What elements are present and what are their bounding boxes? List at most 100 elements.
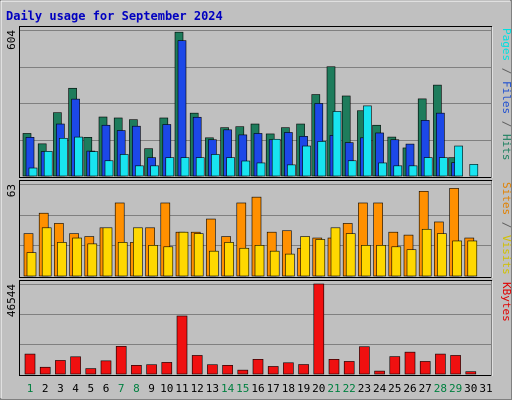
day-label-31: 31 (479, 382, 492, 395)
bar-sites-day-10 (163, 246, 174, 277)
bar-sites-day-16 (254, 245, 265, 277)
bar-pages-day-22 (347, 160, 357, 177)
day-label-13: 13 (206, 382, 219, 395)
bar-sites-day-20 (315, 239, 326, 277)
bar-pages-day-1 (28, 167, 38, 177)
day-label-9: 9 (148, 382, 155, 395)
bar-files-day-11 (177, 40, 187, 177)
bar-kbytes-day-3 (55, 360, 66, 375)
day-label-18: 18 (282, 382, 295, 395)
bar-kbytes-day-27 (419, 361, 431, 375)
bar-sites-day-14 (224, 242, 234, 277)
axis-label-sites-visits: Sites / Visits (500, 182, 512, 275)
bar-sites-day-11 (178, 231, 189, 277)
day-label-30: 30 (464, 382, 477, 395)
bar-kbytes-day-1 (24, 353, 36, 375)
day-label-16: 16 (251, 382, 264, 395)
axis-label-part: / (500, 61, 512, 81)
bar-pages-day-30 (469, 164, 479, 177)
bar-kbytes-day-24 (374, 370, 385, 375)
bar-kbytes-day-23 (359, 346, 370, 375)
bar-kbytes-day-15 (237, 369, 249, 375)
ymax-label-kbytes: 46544 (5, 284, 18, 317)
bar-pages-day-17 (271, 138, 281, 177)
day-label-22: 22 (343, 382, 356, 395)
bar-kbytes-day-30 (465, 371, 477, 375)
bar-kbytes-day-11 (176, 315, 188, 375)
bar-kbytes-day-13 (207, 364, 218, 375)
bar-kbytes-day-10 (161, 362, 173, 375)
day-label-17: 17 (267, 382, 280, 395)
bar-sites-day-19 (300, 236, 310, 277)
bar-sites-day-2 (41, 227, 52, 277)
bar-kbytes-day-6 (100, 360, 112, 375)
day-label-8: 8 (133, 382, 140, 395)
bar-pages-day-14 (226, 157, 235, 177)
day-label-25: 25 (388, 382, 401, 395)
axis-label-part: Sites (500, 182, 512, 215)
bar-kbytes-day-20 (313, 283, 325, 375)
bar-sites-day-1 (26, 252, 37, 277)
bar-kbytes-day-22 (343, 361, 355, 375)
day-label-11: 11 (175, 382, 188, 395)
bar-kbytes-day-21 (328, 359, 340, 375)
bar-pages-day-20 (317, 141, 327, 177)
bar-kbytes-day-17 (267, 366, 279, 375)
day-label-4: 4 (72, 382, 79, 395)
day-label-27: 27 (419, 382, 432, 395)
bar-pages-day-18 (287, 164, 296, 177)
bar-kbytes-day-5 (85, 368, 97, 375)
axis-label-part: Visits (500, 235, 512, 275)
bar-kbytes-day-14 (222, 364, 233, 375)
bar-pages-day-16 (256, 162, 266, 177)
bar-sites-day-7 (117, 242, 128, 277)
day-label-23: 23 (358, 382, 371, 395)
bar-kbytes-day-28 (435, 353, 446, 375)
bar-kbytes-day-26 (404, 351, 416, 375)
bar-sites-day-4 (72, 237, 82, 277)
bar-pages-day-15 (241, 160, 251, 177)
day-label-7: 7 (118, 382, 125, 395)
bar-pages-day-12 (195, 157, 205, 177)
bar-sites-day-30 (467, 240, 478, 277)
bar-pages-day-3 (59, 137, 68, 177)
bar-pages-day-11 (180, 157, 190, 177)
day-label-29: 29 (449, 382, 462, 395)
axis-label-kbytes: KBytes (500, 282, 512, 322)
bar-kbytes-day-19 (298, 364, 309, 375)
bar-pages-day-21 (332, 111, 342, 177)
bar-kbytes-day-9 (146, 364, 157, 375)
bar-sites-day-22 (345, 233, 356, 277)
bar-sites-day-3 (57, 242, 67, 277)
day-label-14: 14 (221, 382, 235, 395)
bar-pages-day-8 (135, 165, 144, 177)
day-label-19: 19 (297, 382, 310, 395)
day-label-15: 15 (236, 382, 249, 395)
day-label-28: 28 (434, 382, 447, 395)
bar-pages-day-26 (408, 165, 418, 177)
bar-kbytes-day-7 (115, 346, 127, 375)
bar-pages-day-9 (150, 165, 159, 177)
bar-sites-day-6 (102, 227, 113, 277)
bar-pages-day-19 (302, 145, 311, 177)
bar-kbytes-day-18 (283, 362, 294, 375)
bar-kbytes-day-2 (39, 366, 51, 375)
bar-pages-day-7 (119, 154, 129, 177)
bar-kbytes-day-12 (191, 355, 203, 375)
day-label-1: 1 (27, 382, 34, 395)
bar-pages-day-2 (43, 151, 53, 177)
axis-label-part: Files (500, 81, 512, 114)
bar-kbytes-day-16 (252, 359, 264, 375)
day-label-21: 21 (327, 382, 340, 395)
bar-sites-day-8 (133, 227, 143, 277)
bar-sites-day-13 (209, 250, 219, 277)
bar-kbytes-day-25 (389, 356, 401, 375)
bar-sites-day-28 (437, 233, 447, 277)
bar-sites-day-21 (330, 227, 341, 277)
bar-sites-day-26 (406, 249, 417, 277)
day-label-24: 24 (373, 382, 387, 395)
axis-label-part: / (500, 215, 512, 235)
bar-sites-day-15 (239, 247, 250, 277)
